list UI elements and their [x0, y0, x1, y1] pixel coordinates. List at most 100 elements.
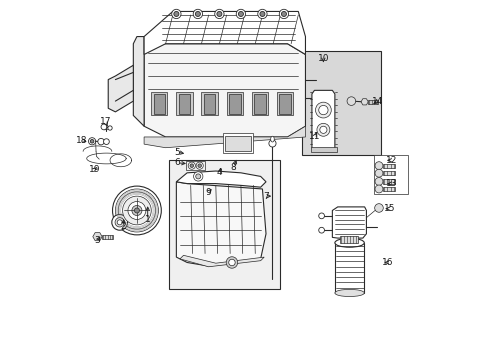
Circle shape: [226, 257, 237, 268]
Ellipse shape: [270, 136, 274, 142]
Polygon shape: [144, 12, 305, 54]
Bar: [301, 51, 380, 155]
Circle shape: [315, 102, 330, 118]
Bar: [310, 147, 336, 152]
Circle shape: [260, 12, 264, 17]
Bar: [228, 94, 240, 114]
Circle shape: [257, 9, 266, 19]
Circle shape: [217, 12, 222, 17]
Circle shape: [132, 206, 142, 216]
Circle shape: [374, 177, 382, 185]
Bar: [226, 92, 242, 116]
Bar: [276, 92, 292, 116]
Polygon shape: [360, 99, 367, 105]
Bar: [334, 243, 364, 293]
Circle shape: [108, 126, 112, 130]
Polygon shape: [104, 126, 111, 130]
Text: 12: 12: [385, 156, 396, 165]
Circle shape: [238, 12, 243, 17]
Polygon shape: [180, 255, 264, 267]
Circle shape: [346, 97, 355, 105]
Circle shape: [214, 9, 224, 19]
Bar: [254, 94, 265, 114]
Circle shape: [195, 12, 200, 17]
Circle shape: [188, 162, 195, 169]
Polygon shape: [311, 90, 334, 150]
Bar: [367, 100, 378, 104]
Polygon shape: [133, 37, 144, 126]
Circle shape: [198, 164, 201, 167]
Polygon shape: [144, 44, 305, 137]
Circle shape: [112, 215, 127, 230]
Text: 18: 18: [76, 136, 88, 145]
Text: 6: 6: [174, 158, 180, 167]
Circle shape: [316, 123, 329, 136]
Circle shape: [88, 138, 96, 145]
Bar: [279, 94, 290, 114]
Circle shape: [374, 169, 382, 177]
Circle shape: [268, 140, 276, 147]
Circle shape: [374, 162, 382, 170]
Circle shape: [128, 202, 145, 220]
Circle shape: [101, 124, 106, 130]
Circle shape: [281, 12, 286, 17]
Circle shape: [117, 220, 122, 225]
Bar: [223, 134, 253, 153]
Text: 3: 3: [94, 237, 100, 246]
Polygon shape: [93, 233, 102, 241]
Ellipse shape: [334, 289, 364, 297]
Bar: [225, 135, 250, 151]
Circle shape: [193, 172, 203, 181]
Bar: [203, 94, 215, 114]
Text: 7: 7: [263, 192, 268, 201]
Bar: [186, 161, 205, 170]
Text: 1: 1: [144, 215, 150, 224]
Bar: [179, 94, 190, 114]
Circle shape: [98, 138, 104, 145]
Circle shape: [134, 208, 139, 213]
Circle shape: [319, 126, 326, 134]
Text: 16: 16: [382, 258, 393, 267]
Circle shape: [90, 139, 94, 143]
Circle shape: [318, 227, 324, 233]
Text: 4: 4: [216, 168, 222, 177]
Circle shape: [122, 196, 151, 225]
Polygon shape: [144, 126, 305, 148]
Bar: [382, 187, 395, 191]
Bar: [102, 234, 113, 239]
Text: 19: 19: [89, 165, 100, 174]
Circle shape: [236, 9, 245, 19]
Polygon shape: [176, 182, 265, 266]
Bar: [201, 92, 217, 116]
Polygon shape: [176, 171, 265, 187]
Circle shape: [195, 174, 201, 179]
Circle shape: [115, 218, 124, 227]
Text: 10: 10: [317, 54, 328, 63]
Circle shape: [118, 192, 155, 229]
Circle shape: [318, 213, 324, 219]
Circle shape: [279, 9, 288, 19]
Circle shape: [196, 162, 203, 169]
Polygon shape: [332, 207, 366, 238]
Circle shape: [112, 186, 161, 235]
Polygon shape: [108, 65, 133, 112]
Bar: [153, 94, 165, 114]
Text: 9: 9: [204, 188, 210, 197]
Circle shape: [103, 139, 109, 144]
Text: 15: 15: [383, 204, 395, 213]
Text: 13: 13: [385, 179, 396, 188]
Bar: [176, 92, 192, 116]
Circle shape: [174, 12, 179, 17]
Circle shape: [374, 185, 382, 193]
Text: 5: 5: [174, 148, 180, 157]
Bar: [169, 160, 280, 289]
Bar: [373, 155, 407, 194]
Bar: [382, 179, 395, 184]
Circle shape: [318, 105, 327, 115]
Text: 14: 14: [371, 96, 382, 105]
Text: 8: 8: [230, 163, 236, 172]
Text: 2: 2: [121, 222, 126, 231]
Text: 11: 11: [308, 132, 320, 141]
Text: 17: 17: [100, 117, 111, 126]
Circle shape: [193, 9, 202, 19]
